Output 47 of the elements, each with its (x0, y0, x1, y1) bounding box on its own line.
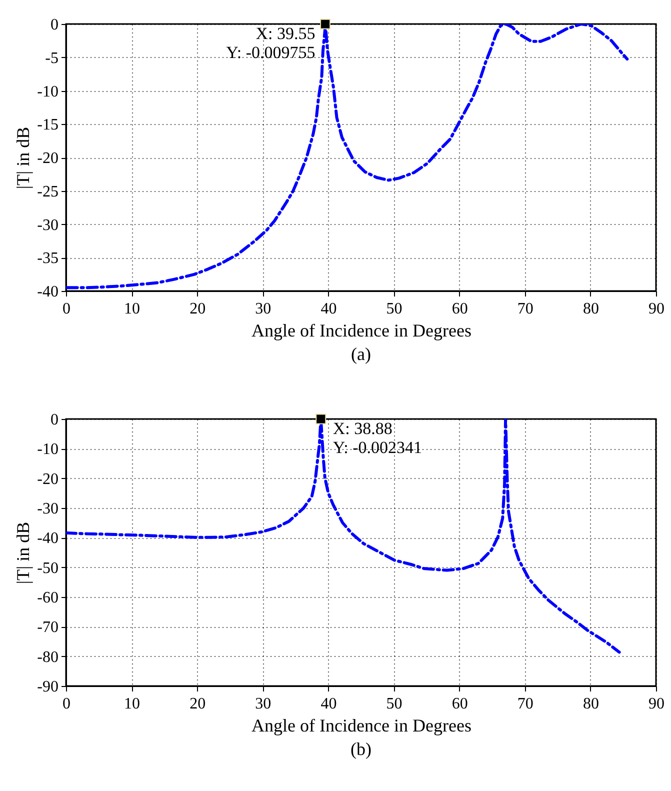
y-tick-label: -10 (37, 441, 58, 458)
y-tick-label: -50 (37, 560, 58, 577)
y-tick-label: 0 (50, 412, 58, 428)
x-tick-label: 90 (648, 696, 664, 712)
x-tick-label: 10 (124, 300, 140, 318)
y-tick-label: -35 (37, 250, 58, 268)
x-tick-label: 30 (255, 300, 272, 318)
y-tick-label: -25 (37, 183, 58, 200)
x-tick-label: 40 (320, 300, 337, 318)
x-tick-label: 80 (582, 300, 599, 318)
y-tick-label: 0 (50, 16, 58, 34)
text: (a) (351, 344, 371, 364)
x-tick-label: 10 (124, 696, 140, 712)
y-tick-label: -40 (37, 530, 58, 548)
y-tick-label: -70 (37, 619, 58, 636)
x-tick-label: 20 (190, 696, 206, 712)
y-tick-label: -80 (37, 648, 58, 666)
y-tick-label: -30 (37, 500, 58, 518)
y-tick-label: -40 (37, 284, 58, 300)
x-axis-title: Angle of Incidence in Degrees (252, 716, 472, 736)
x-tick-label: 50 (386, 696, 402, 712)
x-tick-label: 70 (517, 300, 534, 318)
x-axis-title: Angle of Incidence in Degrees (252, 320, 472, 340)
x-tick-label: 60 (452, 696, 468, 712)
x-tick-label: 40 (320, 696, 337, 712)
y-tick-label: -5 (45, 50, 58, 67)
annotation: X: 39.55 Y: -0.009755 (226, 24, 316, 62)
x-tick-label: 70 (517, 696, 534, 712)
x-tick-label: 0 (62, 300, 70, 318)
y-axis-title: |T| in dB (13, 522, 34, 584)
y-tick-label: -60 (37, 590, 58, 606)
y-tick-label: -30 (37, 216, 58, 234)
x-tick-label: 60 (452, 300, 468, 318)
y-tick-label: -90 (37, 678, 58, 696)
x-tick-label: 30 (255, 696, 272, 712)
x-tick-label: 80 (582, 696, 599, 712)
y-tick-label: -20 (37, 470, 58, 488)
text: (b) (350, 739, 372, 759)
x-tick-label: 90 (648, 300, 664, 318)
y-tick-label: -15 (37, 116, 58, 134)
y-axis-title: |T| in dB (13, 126, 34, 190)
x-tick-label: 20 (190, 300, 206, 318)
y-tick-label: -10 (37, 83, 58, 100)
x-tick-label: 0 (62, 696, 70, 712)
y-tick-label: -20 (37, 150, 58, 167)
x-tick-label: 50 (386, 300, 402, 318)
annotation: X: 38.88 Y: -0.002341 (332, 419, 422, 458)
